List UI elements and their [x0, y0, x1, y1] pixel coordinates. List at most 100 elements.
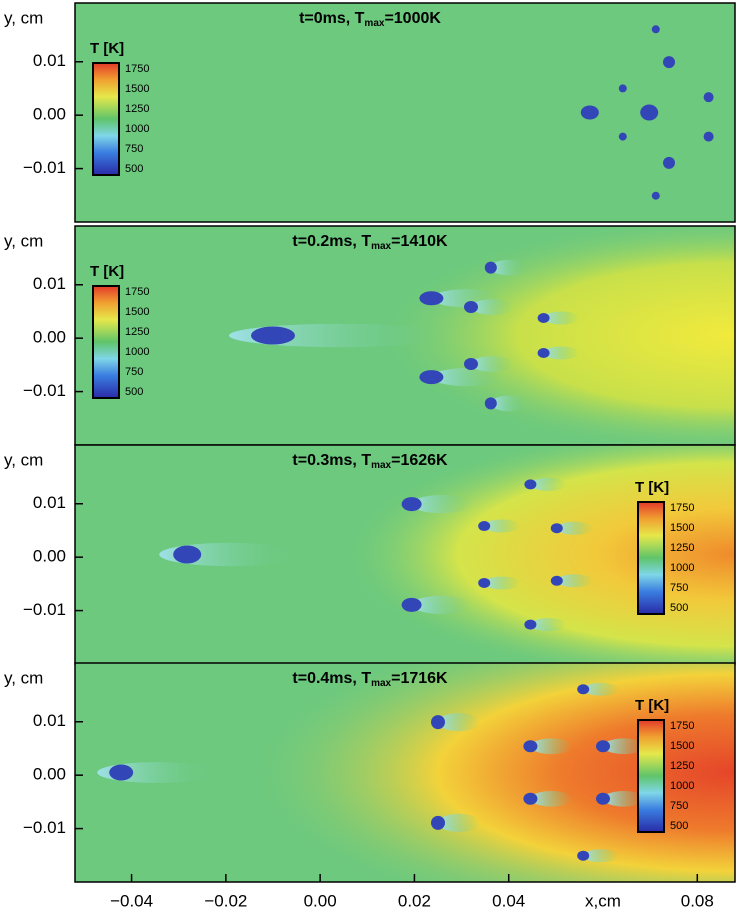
y-tick-label: −0.01	[23, 158, 66, 177]
y-tick-label: 0.01	[33, 493, 66, 512]
droplet	[577, 850, 590, 861]
droplet-wake	[438, 813, 480, 832]
title-part: =1716K	[391, 670, 448, 687]
droplet-wake	[411, 595, 472, 614]
y-tick-label: −0.01	[23, 818, 66, 837]
droplet	[663, 156, 675, 169]
panel-title: t=0.3ms, Tmax=1626K	[292, 452, 448, 470]
title-part: =1626K	[391, 452, 448, 469]
droplet-wake	[490, 259, 527, 276]
colorbar-tick-label: 500	[670, 602, 688, 614]
y-tick-label: 0.01	[33, 711, 66, 730]
y-tick-label: 0.00	[33, 328, 66, 347]
droplet	[663, 56, 675, 69]
droplet	[537, 348, 550, 359]
droplet	[596, 792, 610, 805]
y-tick-label: 0.00	[33, 547, 66, 566]
droplet	[478, 577, 491, 588]
droplet-wake	[583, 682, 620, 696]
colorbar-tick-label: 1250	[670, 542, 694, 554]
droplet	[419, 291, 444, 306]
y-tick-label: −0.01	[23, 600, 66, 619]
droplet	[419, 370, 444, 385]
droplet-wake	[471, 299, 513, 315]
droplet	[550, 523, 563, 534]
droplet-wake	[543, 346, 580, 360]
droplet	[401, 597, 422, 612]
droplet-wake	[530, 618, 567, 632]
colorbar-title: T [K]	[90, 263, 124, 280]
droplet	[484, 261, 497, 274]
colorbar-tick-label: 1750	[125, 63, 149, 75]
droplet	[431, 815, 445, 830]
colorbar-tick-label: 500	[125, 163, 143, 175]
droplet-wake	[438, 713, 480, 732]
x-tick-label: 0.08	[681, 891, 714, 910]
droplet-wake	[530, 790, 573, 807]
colorbar	[92, 285, 120, 399]
colorbar-tick-label: 750	[670, 800, 688, 812]
colorbar-tick-label: 1000	[125, 123, 149, 135]
colorbar-tick-label: 1500	[670, 522, 694, 534]
y-axis-label: y, cm	[4, 450, 43, 469]
colorbar-title: T [K]	[635, 697, 669, 714]
droplet-wake	[471, 356, 513, 372]
droplet-wake	[484, 576, 521, 590]
colorbar-tick-label: 750	[670, 582, 688, 594]
colorbar-title: T [K]	[635, 479, 669, 496]
droplet-wake	[556, 574, 593, 588]
panel: y, cm 0.01 0.00 −0.01 t=0.4ms, Tmax=1716K T […	[4, 662, 736, 910]
droplet	[464, 301, 478, 314]
droplet	[618, 84, 627, 93]
x-tick-label: 0.02	[398, 891, 431, 910]
colorbar-tick-label: 500	[125, 386, 143, 398]
colorbar	[637, 719, 665, 833]
droplet	[580, 105, 599, 120]
colorbar-tick-label: 1500	[125, 306, 149, 318]
droplet	[173, 545, 202, 564]
colorbar	[92, 62, 120, 176]
panel: y, cm 0.01 0.00 −0.01 t=0ms, Tmax=1000K T [K]…	[4, 2, 736, 223]
colorbar-title: T [K]	[90, 40, 124, 57]
title-part: =1000K	[384, 10, 441, 27]
colorbar-tick-label: 1750	[670, 720, 694, 732]
title-part: t=0.2ms, T	[292, 233, 371, 250]
colorbar-tick-label: 1500	[125, 83, 149, 95]
droplet	[464, 357, 478, 370]
droplet	[618, 132, 627, 141]
x-tick-label: 0.04	[492, 891, 525, 910]
x-tick-label: 0.00	[304, 891, 337, 910]
droplet-wake	[603, 790, 645, 807]
droplet-wake	[603, 738, 645, 755]
panel: y, cm 0.01 0.00 −0.01 t=0.2ms, Tmax=1410K T […	[4, 225, 736, 446]
droplet	[640, 104, 659, 121]
x-tick-label: −0.04	[110, 891, 153, 910]
colorbar-tick-label: 1250	[670, 760, 694, 772]
droplet	[703, 92, 714, 103]
title-part: max	[371, 678, 391, 689]
droplet	[478, 521, 491, 532]
y-tick-label: −0.01	[23, 381, 66, 400]
droplet-wake	[543, 311, 580, 325]
title-part: max	[371, 241, 391, 252]
y-axis-label: y, cm	[4, 231, 43, 250]
colorbar	[637, 501, 665, 615]
colorbar-tick-label: 1000	[670, 562, 694, 574]
droplet	[524, 619, 537, 630]
panel: y, cm 0.01 0.00 −0.01 t=0.3ms, Tmax=1626K T […	[4, 444, 736, 665]
panel-title: t=0ms, Tmax=1000K	[299, 10, 441, 28]
droplet	[596, 740, 610, 753]
title-part: t=0.3ms, T	[292, 452, 371, 469]
droplet	[651, 191, 660, 200]
y-tick-label: 0.01	[33, 51, 66, 70]
droplet-wake	[556, 521, 593, 535]
droplet-wake	[583, 849, 620, 863]
droplet-wake	[484, 519, 521, 533]
colorbar-tick-label: 500	[670, 820, 688, 832]
y-axis-label: y, cm	[4, 8, 43, 27]
droplet-wake	[490, 395, 527, 412]
droplet	[401, 497, 422, 512]
y-axis-label: y, cm	[4, 668, 43, 687]
colorbar-tick-label: 750	[125, 143, 143, 155]
colorbar-tick-label: 1750	[670, 502, 694, 514]
